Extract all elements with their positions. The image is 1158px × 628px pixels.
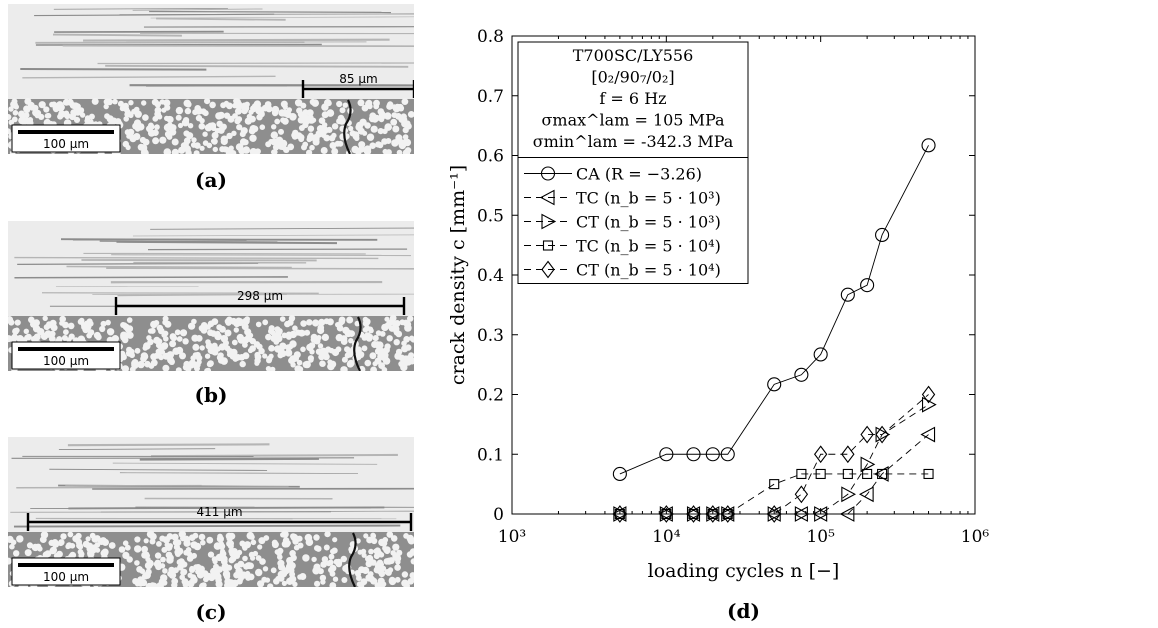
series-line (620, 435, 929, 514)
legend: CA (R = −3.26) TC (n_b = 5 · 10³) CT (n_b … (518, 158, 748, 284)
ply-streak (14, 277, 287, 278)
y-tick-label: 0.6 (477, 147, 504, 167)
x-tick-label: 10³ (498, 527, 526, 547)
caption-d: (d) (727, 599, 760, 623)
ply-streak (106, 268, 414, 269)
ply-streak (140, 459, 319, 460)
micrograph-b: 298 µm 100 µm (8, 221, 414, 371)
info-box: T700SC/LY556 [0₂/90₇/0₂] f = 6 Hz σmax^lam … (518, 42, 748, 158)
micrograph-c: 411 µm 100 µm (8, 437, 414, 587)
legend-label: CT (n_b = 5 · 10⁴) (576, 261, 721, 280)
ply-streak (98, 63, 414, 64)
micrograph-image: 411 µm 100 µm (8, 437, 414, 587)
legend-label: CA (R = −3.26) (576, 165, 702, 184)
ply-streak (68, 444, 270, 445)
x-tick-label: 10⁵ (806, 527, 835, 547)
scale-bar-label: 100 µm (43, 354, 89, 368)
crack-density-chart: 0 0.1 0.2 0.3 0.4 0.5 0.6 0.7 0.8 10³ 10⁴ 10⁵ 10⁶ loa… (430, 0, 1158, 628)
info-box-line: σmin^lam = -342.3 MPa (533, 132, 734, 151)
ply-streak (20, 69, 206, 70)
scale-bar-label: 100 µm (43, 570, 89, 584)
ply-streak (111, 255, 411, 256)
x-tick-label: 10⁴ (652, 527, 681, 547)
ply-streak (63, 46, 414, 47)
info-box-line: f = 6 Hz (599, 89, 666, 108)
data-point (770, 480, 779, 489)
ply-streak (151, 455, 398, 456)
ply-streak (148, 249, 407, 250)
y-tick-label: 0.4 (477, 266, 504, 286)
y-tick-label: 0.5 (477, 206, 504, 226)
y-tick-label: 0.8 (477, 27, 504, 47)
ply-streak (53, 35, 182, 36)
data-point (795, 486, 807, 502)
x-axis-label: loading cycles n [−] (648, 560, 840, 582)
ply-streak (83, 253, 365, 254)
ply-streak (105, 66, 408, 67)
ply-streak (83, 40, 390, 41)
caption-a: (a) (8, 168, 414, 192)
ply-streak (144, 27, 414, 28)
legend-label: TC (n_b = 5 · 10³) (576, 189, 721, 208)
scale-bar (18, 563, 114, 567)
info-box-line: σmax^lam = 105 MPa (541, 111, 725, 130)
y-axis-label: crack density c [mm⁻¹] (447, 165, 469, 385)
series-line (620, 405, 929, 514)
ply-streak (116, 242, 337, 243)
info-box-line: [0₂/90₇/0₂] (591, 68, 674, 87)
legend-label: CT (n_b = 5 · 10³) (576, 213, 721, 232)
measure-label: 411 µm (196, 505, 242, 519)
measure-label: 85 µm (339, 72, 377, 86)
caption-b: (b) (8, 383, 414, 407)
y-tick-label: 0 (493, 505, 504, 525)
legend-label: TC (n_b = 5 · 10⁴) (576, 237, 721, 256)
ply-streak (14, 526, 400, 527)
micrograph-a: 85 µm 100 µm (8, 4, 414, 154)
scale-bar (18, 130, 114, 134)
y-tick-label: 0.7 (477, 87, 504, 107)
micrograph-image: 298 µm 100 µm (8, 221, 414, 371)
micrograph-image: 85 µm 100 µm (8, 4, 414, 154)
data-point (923, 398, 936, 412)
ply-streak (16, 487, 288, 488)
ply-streak (14, 258, 378, 259)
scale-bar-label: 100 µm (43, 137, 89, 151)
x-tick-label: 10⁶ (961, 527, 990, 547)
caption-c: (c) (8, 600, 414, 624)
info-box-line: T700SC/LY556 (573, 46, 694, 65)
measure-label: 298 µm (237, 289, 283, 303)
series-4 (614, 387, 935, 523)
scale-bar (18, 347, 114, 351)
ply-streak (67, 267, 292, 268)
y-tick-label: 0.3 (477, 326, 504, 346)
y-tick-label: 0.1 (477, 445, 504, 465)
y-tick-label: 0.2 (477, 386, 504, 406)
